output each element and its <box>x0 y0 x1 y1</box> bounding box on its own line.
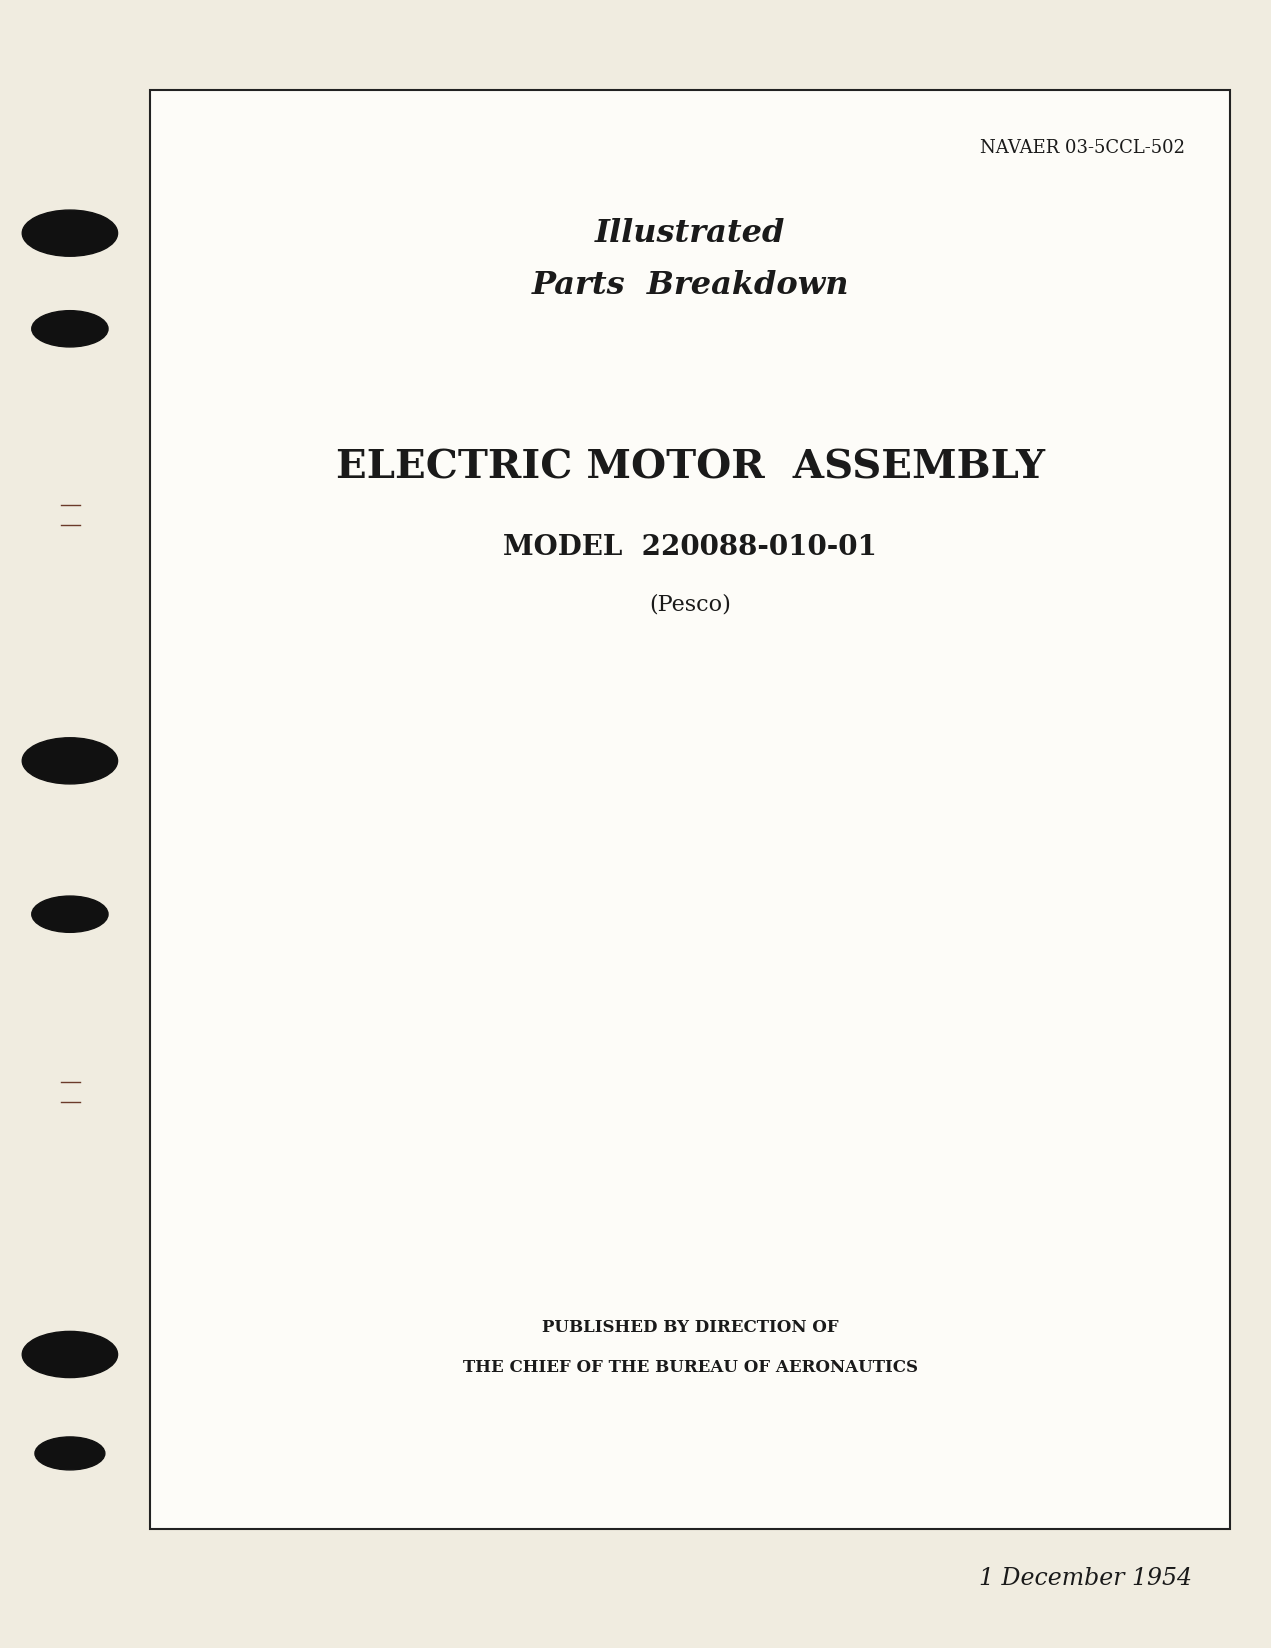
Text: MODEL  220088-010-01: MODEL 220088-010-01 <box>503 534 877 560</box>
Bar <box>150 91 1230 1529</box>
Ellipse shape <box>22 211 117 257</box>
Ellipse shape <box>32 311 108 348</box>
Text: Illustrated: Illustrated <box>595 218 785 249</box>
Text: Parts  Breakdown: Parts Breakdown <box>531 270 849 302</box>
Ellipse shape <box>22 1332 117 1378</box>
Ellipse shape <box>36 1437 104 1470</box>
Text: ELECTRIC MOTOR  ASSEMBLY: ELECTRIC MOTOR ASSEMBLY <box>336 448 1045 486</box>
Text: THE CHIEF OF THE BUREAU OF AERONAUTICS: THE CHIEF OF THE BUREAU OF AERONAUTICS <box>463 1358 918 1374</box>
Text: (Pesco): (Pesco) <box>649 593 731 615</box>
Text: 1 December 1954: 1 December 1954 <box>979 1566 1192 1589</box>
Text: NAVAER 03-5CCL-502: NAVAER 03-5CCL-502 <box>980 138 1185 157</box>
Ellipse shape <box>32 897 108 933</box>
Ellipse shape <box>22 738 117 784</box>
Text: PUBLISHED BY DIRECTION OF: PUBLISHED BY DIRECTION OF <box>541 1318 839 1335</box>
